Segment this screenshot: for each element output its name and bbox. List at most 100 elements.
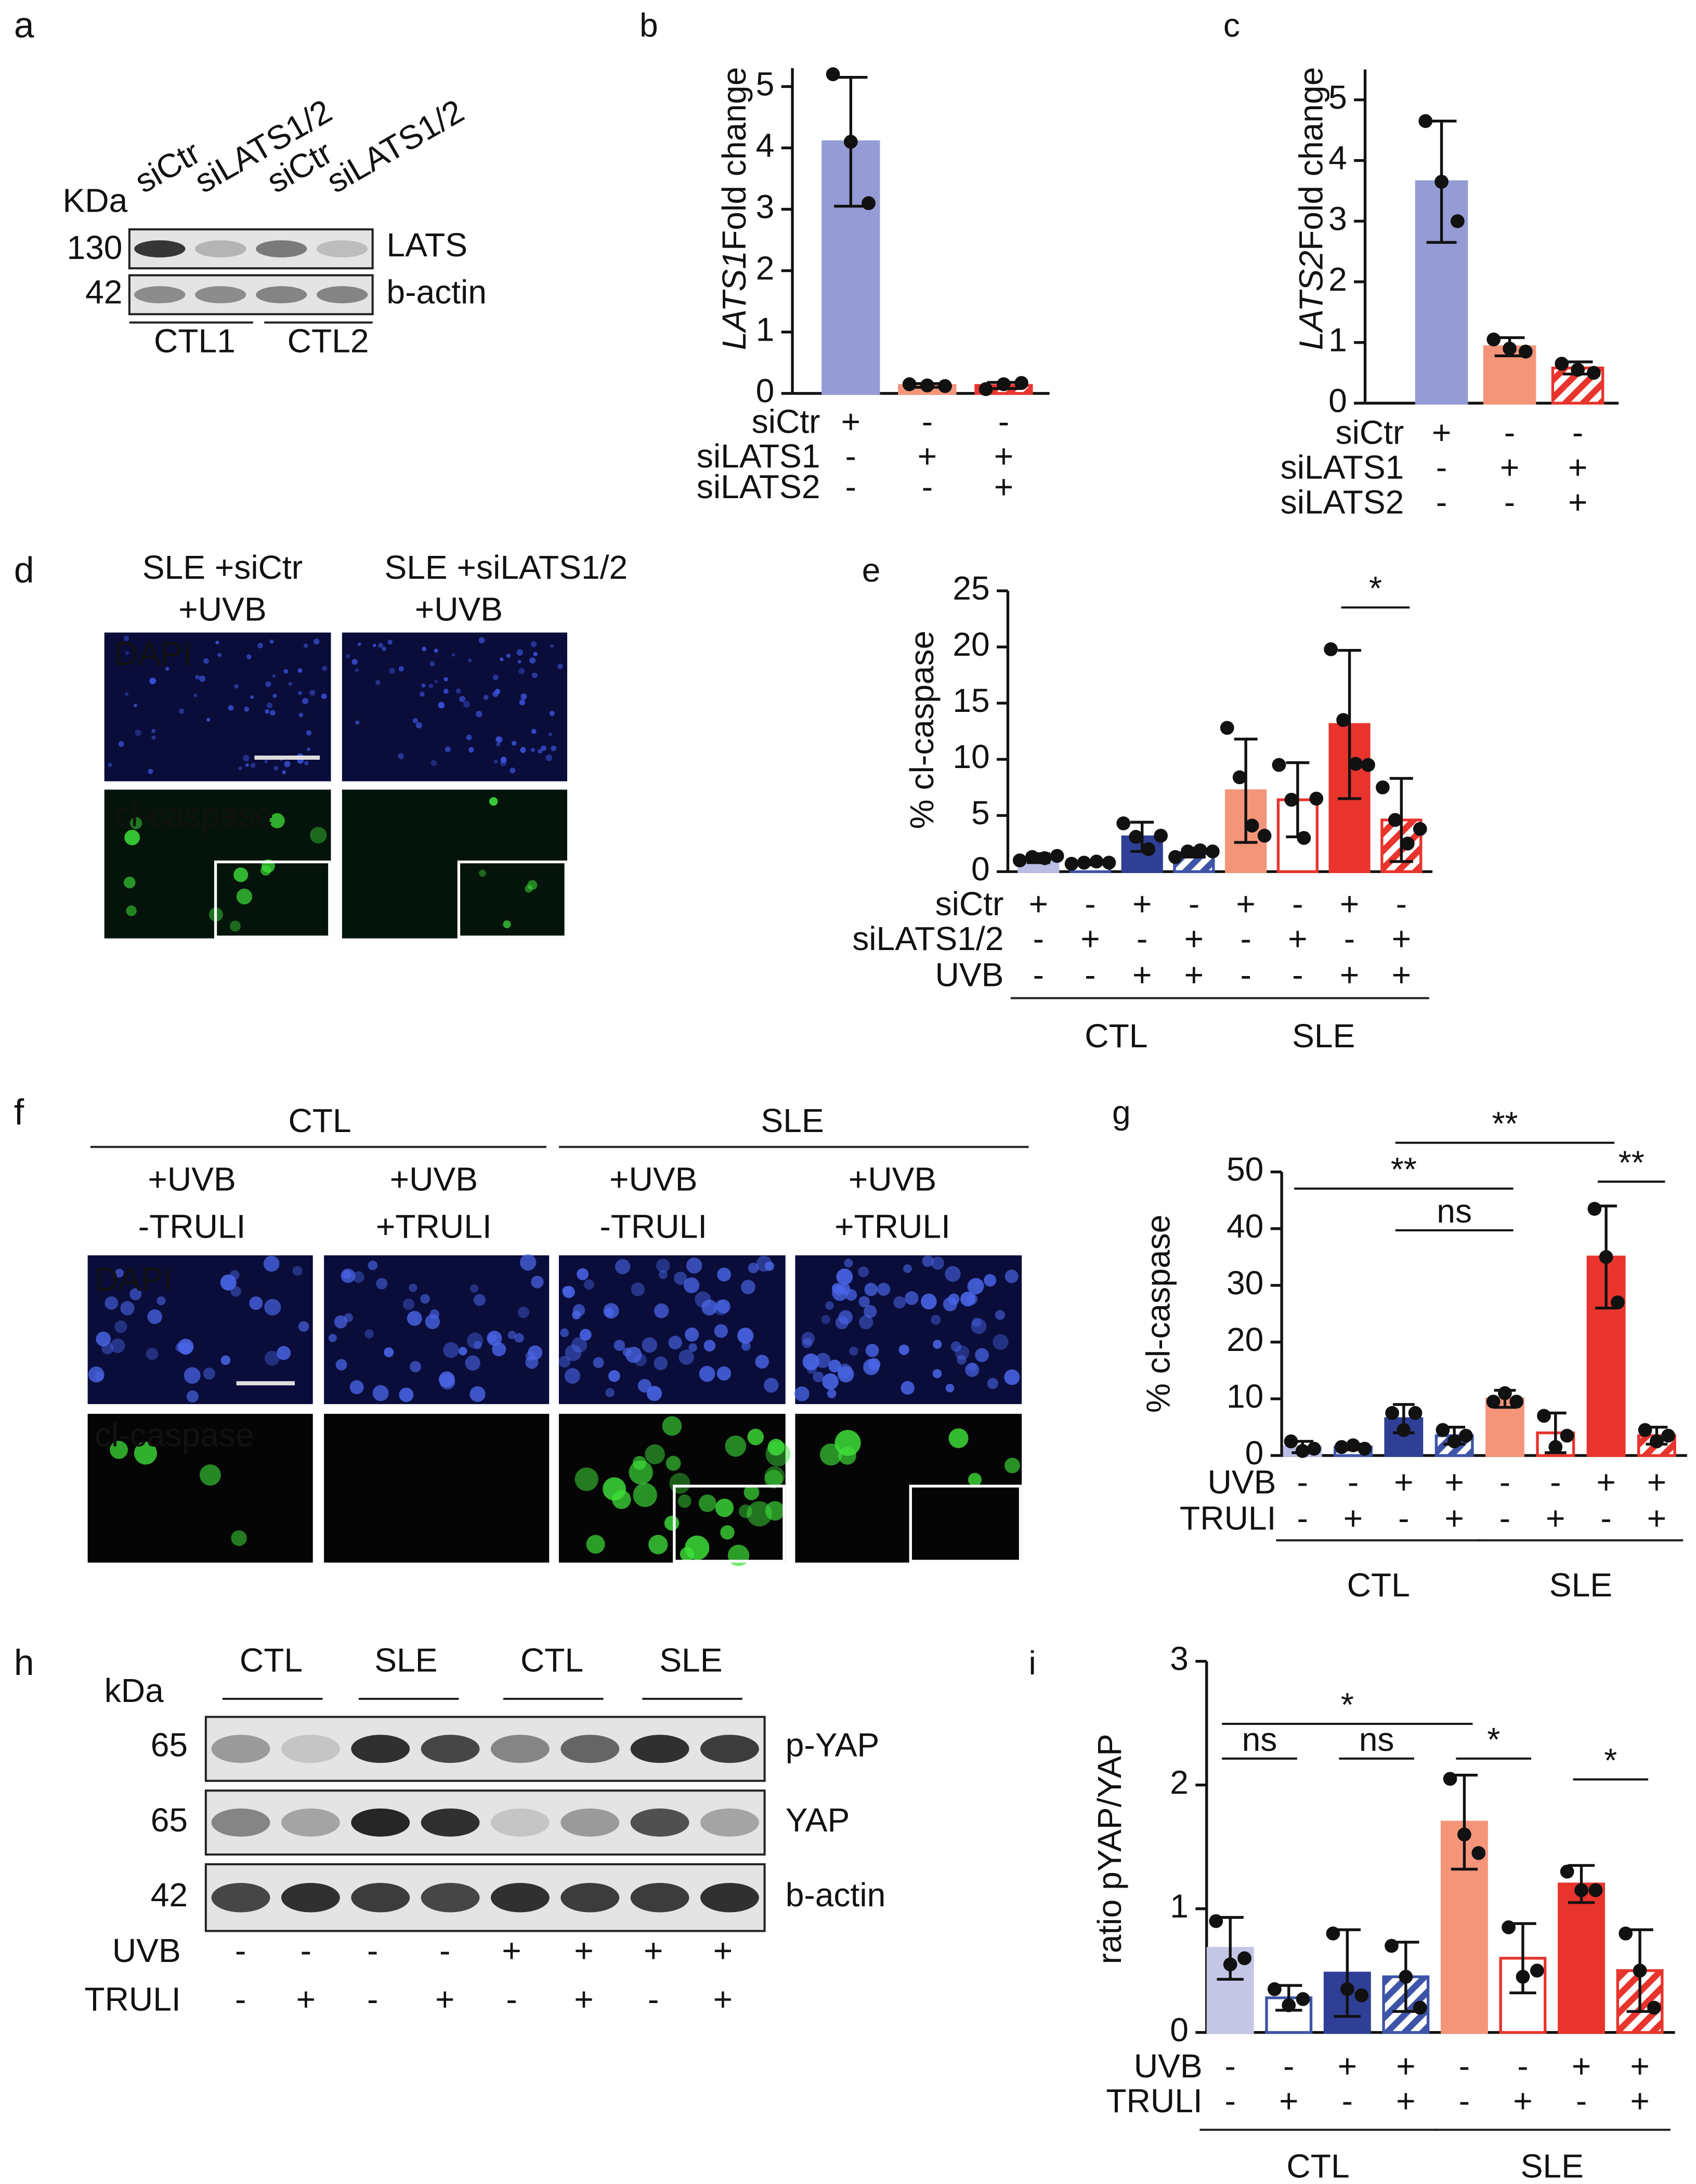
y-tick-label: 4	[1328, 139, 1347, 177]
condition-sign: -	[1033, 956, 1044, 993]
group-label: SLE	[659, 1641, 722, 1679]
y-tick-label: 4	[756, 126, 775, 164]
cell	[263, 1255, 280, 1272]
data-point	[1443, 1772, 1457, 1786]
data-point	[1268, 1982, 1282, 1996]
condition-sign: -	[1342, 2082, 1353, 2120]
data-point	[1486, 332, 1501, 347]
cell	[586, 1535, 605, 1554]
kda-label: 130	[67, 229, 122, 266]
y-tick-label: 1	[1328, 321, 1347, 359]
cell	[267, 703, 272, 709]
condition-sign: -	[1292, 885, 1303, 922]
blot-band	[256, 286, 307, 304]
cell	[664, 1515, 680, 1531]
blot-band	[211, 1808, 270, 1837]
cell	[968, 1473, 982, 1487]
cell	[466, 734, 472, 740]
condition-sign: +	[994, 437, 1013, 475]
cell	[269, 639, 274, 644]
y-tick-label: 10	[1227, 1377, 1263, 1415]
condition-sign: +	[1647, 1500, 1666, 1537]
cell	[971, 1318, 987, 1334]
cell	[249, 1296, 263, 1310]
cell	[483, 695, 489, 700]
data-point	[1361, 758, 1375, 772]
column-title: -TRULI	[599, 1207, 707, 1245]
data-point	[1400, 836, 1415, 851]
cell	[378, 643, 384, 648]
cell	[349, 1380, 364, 1395]
condition-sign: -	[367, 1981, 378, 2018]
y-axis-label: % cl-caspase	[903, 631, 941, 829]
cell	[680, 1547, 695, 1562]
cell	[802, 1353, 819, 1370]
condition-sign: +	[296, 1981, 316, 2018]
data-point	[1385, 1939, 1399, 1953]
micrograph	[87, 1255, 313, 1405]
cell	[438, 1371, 455, 1387]
cell	[747, 1428, 764, 1446]
cell	[220, 1355, 231, 1366]
data-point	[1257, 828, 1272, 843]
condition-sign: -	[1398, 1500, 1409, 1537]
cell	[234, 684, 239, 689]
cell	[134, 1441, 157, 1465]
significance-label: ns	[1437, 1192, 1472, 1230]
cell	[473, 1294, 486, 1306]
kda-label: 42	[151, 1876, 188, 1914]
cell	[309, 690, 316, 696]
cell	[615, 1259, 631, 1275]
blot-band	[256, 240, 307, 258]
cell	[645, 1444, 665, 1464]
cell	[120, 1301, 135, 1316]
protein-label: b-actin	[786, 1876, 886, 1914]
cell	[236, 888, 253, 905]
cell	[575, 1467, 598, 1491]
cell	[950, 1341, 962, 1352]
cell	[1004, 1269, 1019, 1283]
micrograph	[324, 1413, 550, 1563]
condition-sign: -	[439, 1932, 450, 1969]
cell	[364, 1329, 374, 1338]
cell	[443, 688, 449, 694]
cell	[593, 1357, 604, 1368]
data-point	[1397, 1423, 1411, 1437]
cell	[420, 692, 425, 697]
cell	[863, 1359, 880, 1375]
cell	[893, 1296, 906, 1309]
cell	[186, 1390, 199, 1403]
data-point	[1376, 780, 1390, 795]
cell	[538, 749, 542, 753]
blot-band	[281, 1808, 340, 1837]
y-tick-label: 5	[1328, 79, 1347, 116]
cell	[825, 1301, 834, 1310]
y-tick-label: 25	[953, 569, 989, 607]
blot-band	[490, 1735, 550, 1763]
cell	[125, 651, 129, 655]
cell	[764, 1261, 775, 1271]
data-point	[1193, 843, 1207, 857]
cell	[328, 1333, 337, 1343]
y-tick-label: 5	[756, 65, 775, 102]
blot-band	[351, 1883, 410, 1913]
cell	[666, 1455, 681, 1471]
cell	[298, 712, 304, 718]
y-axis-label: LATS1Fold change	[715, 67, 753, 350]
data-point	[1555, 357, 1569, 371]
column-title: +UVB	[415, 590, 503, 628]
cell	[244, 706, 250, 712]
condition-sign: -	[1459, 2082, 1470, 2120]
cell	[321, 666, 328, 671]
cell	[520, 747, 526, 753]
cell	[794, 1386, 810, 1401]
y-axis-label-text: Fold change	[715, 67, 753, 251]
condition-sign: +	[644, 1932, 663, 1969]
data-point	[1284, 1434, 1298, 1449]
cell	[755, 1355, 769, 1369]
condition-sign: +	[1236, 885, 1255, 922]
blot-band	[351, 1808, 410, 1837]
y-tick-label: 0	[1328, 382, 1347, 419]
cell	[849, 1346, 858, 1356]
cell	[931, 1256, 944, 1270]
